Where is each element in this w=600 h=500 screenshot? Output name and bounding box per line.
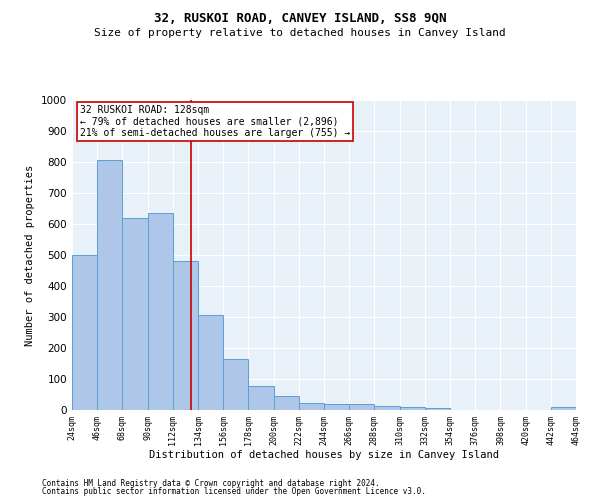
- Bar: [425, 408, 450, 410]
- Text: 32, RUSKOI ROAD, CANVEY ISLAND, SS8 9QN: 32, RUSKOI ROAD, CANVEY ISLAND, SS8 9QN: [154, 12, 446, 26]
- Text: Contains HM Land Registry data © Crown copyright and database right 2024.: Contains HM Land Registry data © Crown c…: [42, 478, 380, 488]
- Bar: [324, 404, 349, 410]
- Text: Size of property relative to detached houses in Canvey Island: Size of property relative to detached ho…: [94, 28, 506, 38]
- Bar: [72, 255, 97, 410]
- Bar: [374, 406, 400, 410]
- Bar: [97, 160, 122, 410]
- Text: 32 RUSKOI ROAD: 128sqm
← 79% of detached houses are smaller (2,896)
21% of semi-: 32 RUSKOI ROAD: 128sqm ← 79% of detached…: [80, 104, 350, 138]
- Bar: [148, 213, 173, 410]
- Bar: [400, 407, 425, 410]
- Bar: [299, 403, 324, 410]
- Bar: [349, 404, 374, 410]
- Y-axis label: Number of detached properties: Number of detached properties: [25, 164, 35, 346]
- Bar: [122, 218, 148, 410]
- Text: Contains public sector information licensed under the Open Government Licence v3: Contains public sector information licen…: [42, 487, 426, 496]
- Bar: [274, 396, 299, 410]
- Bar: [223, 360, 248, 410]
- X-axis label: Distribution of detached houses by size in Canvey Island: Distribution of detached houses by size …: [149, 450, 499, 460]
- Bar: [248, 386, 274, 410]
- Bar: [551, 407, 576, 410]
- Bar: [198, 314, 223, 410]
- Bar: [173, 261, 198, 410]
